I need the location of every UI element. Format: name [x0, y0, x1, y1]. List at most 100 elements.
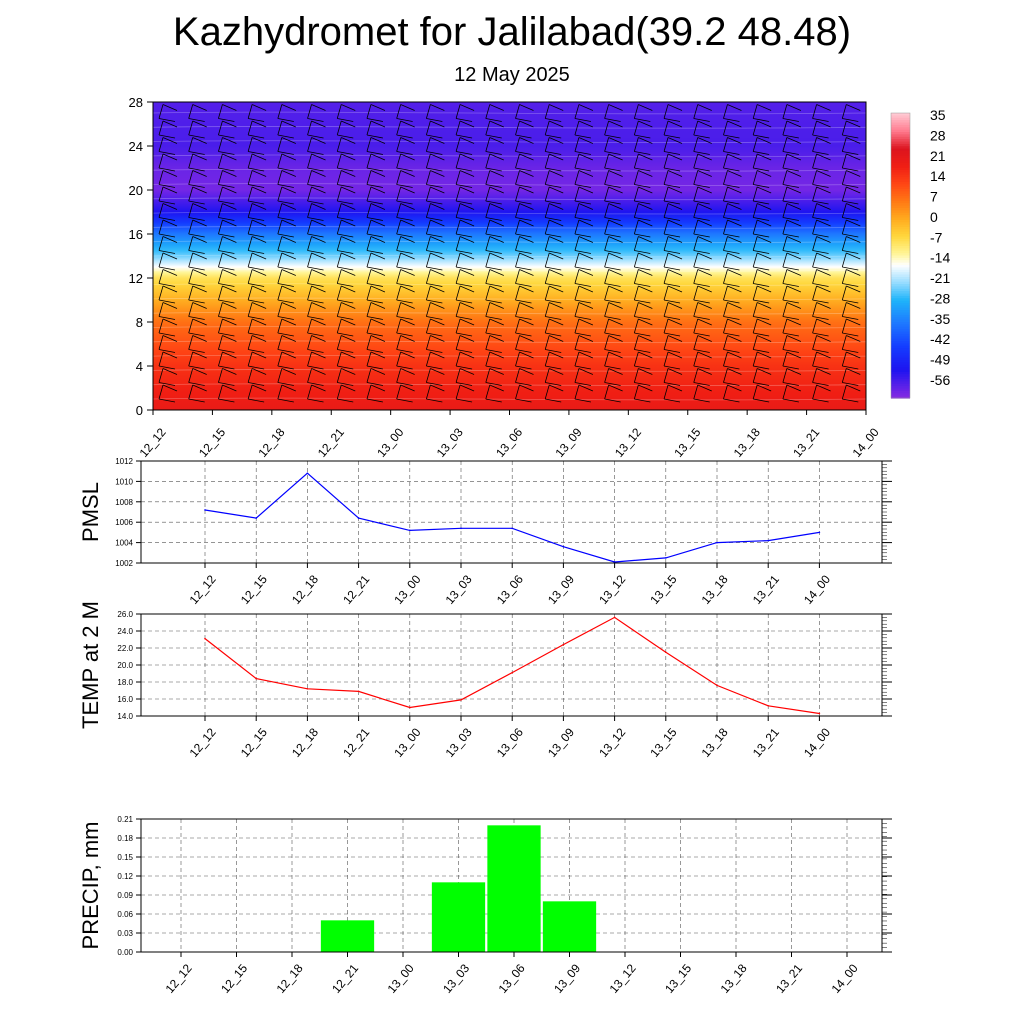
colorbar-segment	[891, 158, 910, 162]
wind-barb	[752, 384, 772, 403]
wind-barb	[663, 368, 683, 386]
wind-barb	[336, 219, 356, 238]
wind-barb	[425, 104, 445, 122]
colorbar-segment	[891, 160, 910, 164]
pmsl-point	[255, 517, 257, 519]
colorbar-label: 7	[930, 189, 938, 205]
colorbar-segment	[891, 151, 910, 154]
colorbar-segment	[891, 331, 910, 335]
precip-xtick-label: 12_21	[329, 961, 361, 996]
wind-barb	[515, 137, 534, 155]
contour-line	[152, 369, 867, 372]
wind-barb	[693, 203, 712, 221]
wind-barb	[812, 137, 831, 155]
wind-barb	[782, 120, 802, 139]
wind-barb	[752, 137, 772, 155]
heatmap-xtick-label: 13_12	[612, 425, 644, 460]
wind-barb	[544, 351, 564, 370]
wind-barb	[366, 236, 386, 254]
wind-barb	[218, 384, 237, 403]
wind-barb	[663, 384, 683, 403]
wind-barb	[307, 236, 326, 254]
wind-barb	[485, 302, 504, 320]
wind-barb	[247, 302, 267, 320]
wind-barb	[425, 302, 445, 320]
wind-barb	[515, 384, 534, 403]
wind-barb	[277, 269, 296, 287]
wind-barb	[633, 384, 653, 403]
wind-barb	[663, 351, 683, 370]
contour-line	[152, 154, 867, 158]
wind-barb	[515, 219, 534, 238]
temp-xtick-label: 13_06	[494, 725, 526, 760]
wind-barb	[336, 137, 356, 155]
temp-point	[562, 643, 565, 646]
colorbar-segment	[891, 203, 910, 207]
heatmap-xtick-label: 13_00	[374, 425, 406, 460]
wind-barb	[425, 335, 445, 353]
wind-barb	[633, 368, 653, 386]
wind-barb	[366, 104, 386, 122]
colorbar-segment	[891, 124, 910, 128]
wind-barb	[782, 368, 802, 386]
contour-line	[152, 326, 867, 329]
wind-barb	[158, 318, 178, 337]
wind-barb	[544, 302, 564, 320]
colorbar-segment	[891, 222, 910, 226]
wind-barb	[247, 219, 267, 238]
colorbar-label: -56	[930, 372, 950, 388]
wind-barb	[544, 219, 564, 238]
wind-barb	[515, 351, 534, 370]
wind-barb	[218, 120, 237, 139]
wind-barb	[336, 318, 356, 337]
wind-barb	[188, 252, 207, 271]
pmsl-xtick-label: 13_15	[647, 572, 679, 607]
pmsl-point	[409, 529, 411, 532]
wind-barb	[782, 186, 802, 205]
pmsl-xtick-label: 13_18	[699, 572, 731, 607]
wind-barb	[455, 236, 475, 254]
colorbar-segment	[891, 376, 910, 380]
wind-barb	[812, 203, 831, 221]
wind-barb	[841, 170, 861, 188]
wind-barb	[574, 203, 594, 221]
wind-barb	[247, 368, 267, 386]
wind-barb	[812, 351, 831, 370]
wind-barb	[604, 318, 623, 337]
wind-barb	[633, 120, 653, 139]
wind-barb	[782, 335, 802, 353]
pmsl-point	[716, 541, 718, 544]
wind-barb	[515, 236, 534, 254]
pmsl-point	[511, 527, 513, 530]
wind-barb	[723, 153, 742, 172]
heatmap-ytick-label: 16	[129, 227, 143, 242]
wind-barb	[574, 170, 594, 188]
wind-barb	[307, 252, 326, 271]
colorbar-segment	[891, 303, 910, 306]
colorbar-segment	[891, 355, 910, 359]
wind-barb	[307, 219, 326, 238]
temp-point	[460, 699, 462, 701]
precip-bar	[431, 882, 486, 952]
wind-barb	[307, 318, 326, 337]
wind-barb	[633, 269, 653, 287]
wind-barb	[515, 285, 534, 304]
wind-barb	[604, 285, 623, 304]
wind-barb	[723, 236, 742, 254]
wind-barb	[396, 351, 415, 370]
colorbar-segment	[891, 324, 910, 328]
wind-barb	[841, 335, 861, 353]
wind-barb	[366, 335, 386, 353]
wind-barb	[485, 351, 504, 370]
wind-barb	[663, 302, 683, 320]
wind-barb	[485, 318, 504, 337]
colorbar-segment	[891, 381, 910, 385]
colorbar-segment	[891, 167, 910, 171]
wind-barb	[455, 302, 475, 320]
wind-barb	[574, 104, 594, 122]
wind-barb	[425, 186, 445, 205]
wind-barb	[723, 252, 742, 271]
wind-barb	[336, 368, 356, 386]
pmsl-xtick-label: 13_03	[443, 572, 475, 607]
